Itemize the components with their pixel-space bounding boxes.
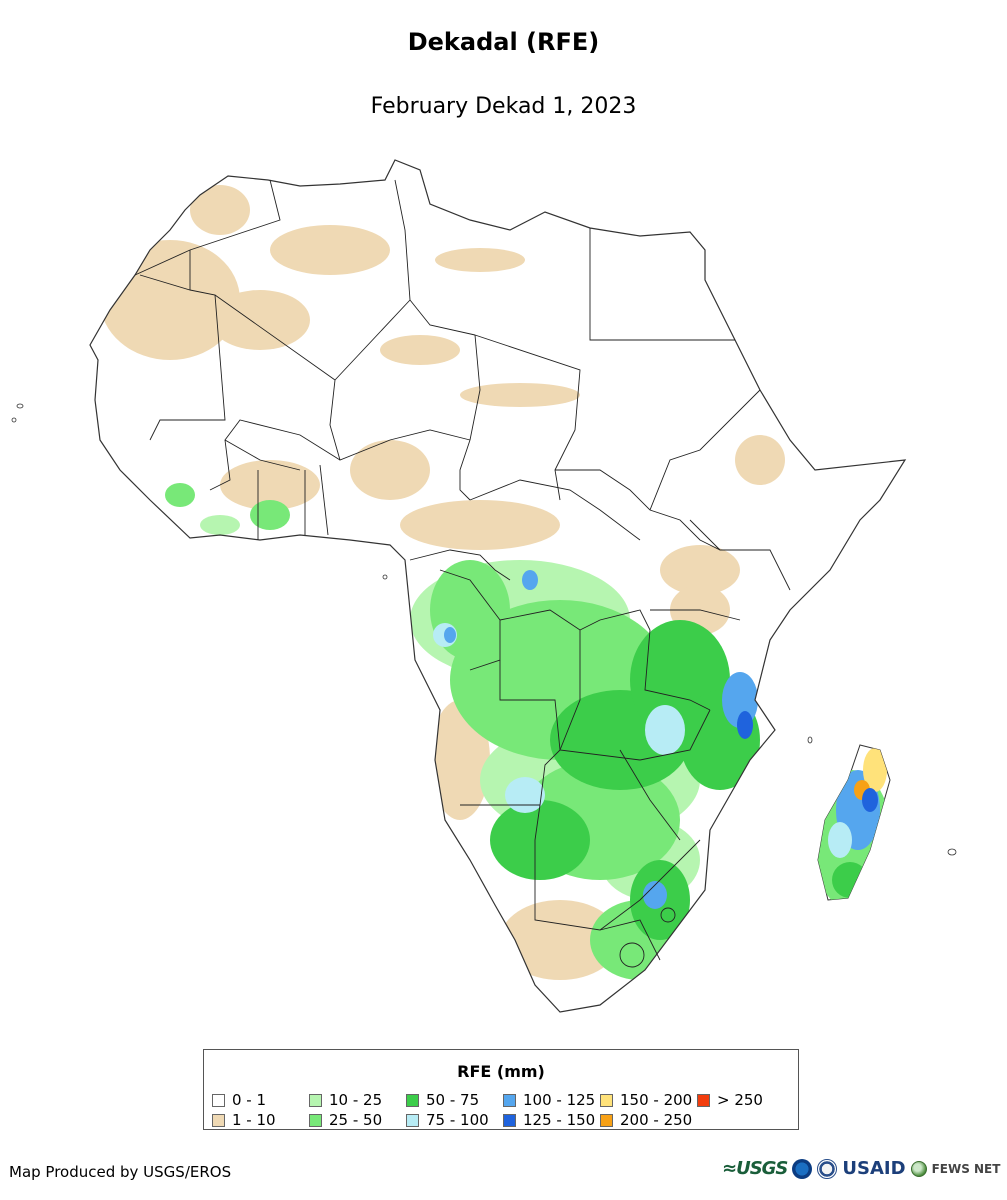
legend-box: RFE (mm) 0 - 1 1 - 10 10 - 25 25 - 50 50 - 7… xyxy=(203,1049,799,1130)
rain-zone xyxy=(210,290,310,350)
rain-zone xyxy=(270,225,390,275)
legend-label: 1 - 10 xyxy=(232,1111,276,1129)
legend-swatch xyxy=(309,1093,322,1107)
small-islands xyxy=(11,403,957,856)
legend-swatch xyxy=(503,1113,516,1127)
rain-zone xyxy=(400,500,560,550)
legend-swatch xyxy=(600,1093,613,1107)
credit-text: Map Produced by USGS/EROS xyxy=(9,1163,232,1181)
legend-label: 75 - 100 xyxy=(426,1111,489,1129)
legend-label: 200 - 250 xyxy=(620,1111,693,1129)
agency-logos: ≈USGS USAID FEWS NET xyxy=(722,1158,1000,1179)
legend-entry: 0 - 1 xyxy=(212,1090,309,1110)
legend-title: RFE (mm) xyxy=(457,1062,545,1081)
legend-swatch xyxy=(309,1113,322,1127)
rain-zone xyxy=(380,335,460,365)
africa-landmass xyxy=(90,160,905,1012)
map-title: Dekadal (RFE) xyxy=(407,28,600,56)
africa-rainfall-map xyxy=(0,140,1007,1040)
rain-zone xyxy=(444,627,456,643)
fews-globe-icon xyxy=(910,1160,927,1177)
rain-zone xyxy=(220,460,320,510)
rain-zone xyxy=(660,545,740,595)
legend-entry: 150 - 200 xyxy=(600,1090,697,1110)
legend-swatch xyxy=(406,1113,419,1127)
usaid-logo: USAID xyxy=(842,1158,906,1179)
rain-zone xyxy=(350,440,430,500)
rain-zone xyxy=(522,570,538,590)
rain-zone xyxy=(735,435,785,485)
legend-label: 10 - 25 xyxy=(329,1091,383,1109)
rain-zone xyxy=(737,711,753,739)
noaa-logo-icon xyxy=(792,1158,813,1179)
legend-entry: 200 - 250 xyxy=(600,1110,697,1130)
legend-label: 25 - 50 xyxy=(329,1111,383,1129)
rain-zone xyxy=(165,483,195,507)
legend-label: > 250 xyxy=(717,1091,763,1109)
legend-entry: 100 - 125 xyxy=(503,1090,600,1110)
legend-swatch xyxy=(212,1113,225,1127)
legend-swatch xyxy=(600,1113,613,1127)
legend-entry: 25 - 50 xyxy=(309,1110,406,1130)
madagascar-rain-zone xyxy=(862,788,878,812)
legend-label: 150 - 200 xyxy=(620,1091,693,1109)
map-subtitle: February Dekad 1, 2023 xyxy=(370,94,637,119)
legend-entry: 50 - 75 xyxy=(406,1090,503,1110)
rain-zone xyxy=(460,383,580,407)
legend-swatch xyxy=(697,1093,710,1107)
legend-entry: 125 - 150 xyxy=(503,1110,600,1130)
rain-zone xyxy=(200,515,240,535)
legend-label: 125 - 150 xyxy=(523,1111,596,1129)
usgs-logo: ≈USGS xyxy=(722,1158,788,1179)
fews-net-logo: FEWS NET xyxy=(931,1161,1001,1176)
madagascar-rain-zone xyxy=(863,748,887,792)
country-borders xyxy=(134,179,791,968)
africa-coastline xyxy=(89,159,907,1013)
madagascar-rain-zone xyxy=(828,822,852,858)
madagascar-rain-zone xyxy=(832,862,868,898)
legend-swatch xyxy=(406,1093,419,1107)
rain-zone xyxy=(643,881,667,909)
legend-label: 0 - 1 xyxy=(232,1091,267,1109)
rain-zone xyxy=(490,800,590,880)
legend-swatch xyxy=(503,1093,516,1107)
rain-zone xyxy=(250,500,290,530)
map-canvas xyxy=(11,159,957,1013)
legend-swatch xyxy=(212,1093,225,1107)
rain-zone xyxy=(505,777,545,813)
rain-zone xyxy=(435,248,525,272)
legend-entry: 10 - 25 xyxy=(309,1090,406,1110)
legend-entry: 1 - 10 xyxy=(212,1110,309,1130)
rain-zone xyxy=(500,900,620,980)
legend-entry: 75 - 100 xyxy=(406,1110,503,1130)
rain-zone xyxy=(645,705,685,755)
doi-seal-icon xyxy=(817,1158,838,1179)
legend-label: 50 - 75 xyxy=(426,1091,480,1109)
legend-label: 100 - 125 xyxy=(523,1091,596,1109)
legend-entry: > 250 xyxy=(697,1090,794,1110)
legend-entries: 0 - 1 1 - 10 10 - 25 25 - 50 50 - 75 75 - 100… xyxy=(212,1090,792,1130)
rain-zone xyxy=(190,185,250,235)
